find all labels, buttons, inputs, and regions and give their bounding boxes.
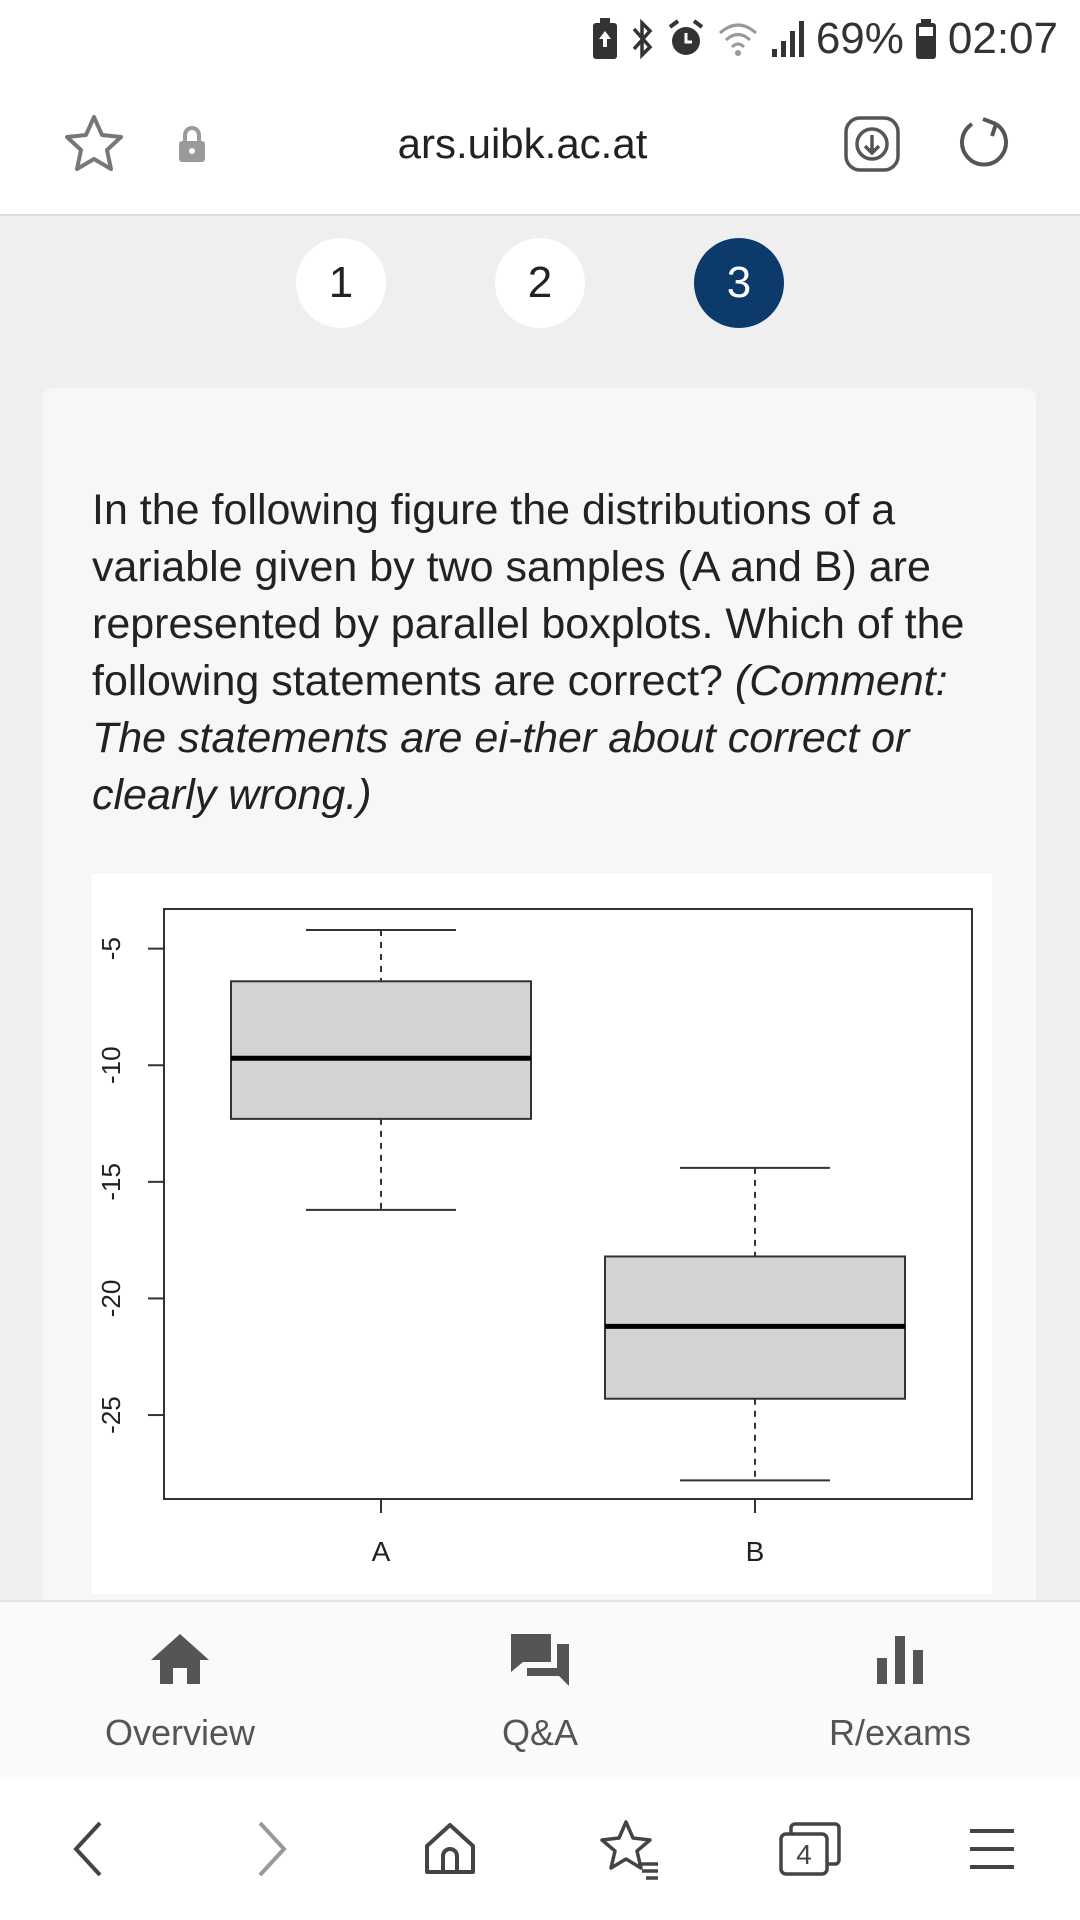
- y-tick-label: -15: [96, 1163, 126, 1201]
- step-2[interactable]: 2: [495, 238, 585, 328]
- bar-chart-icon: [875, 1632, 925, 1691]
- menu-icon[interactable]: [952, 1809, 1032, 1889]
- boxplot-figure: -5 -10 -15 -20 -25 A B: [92, 874, 992, 1594]
- step-1[interactable]: 1: [296, 238, 386, 328]
- bluetooth-icon: [630, 17, 656, 61]
- question-body: In the following figure the distribution…: [92, 486, 965, 705]
- forward-icon[interactable]: [232, 1809, 312, 1889]
- lock-icon[interactable]: [154, 106, 230, 182]
- battery-saver-icon: [590, 17, 620, 61]
- back-icon[interactable]: [48, 1809, 128, 1889]
- signal-icon: [770, 17, 806, 61]
- alarm-icon: [666, 17, 706, 61]
- url-text[interactable]: ars.uibk.ac.at: [397, 120, 648, 167]
- address-bar: ars.uibk.ac.at: [0, 78, 1080, 216]
- question-card: In the following figure the distribution…: [43, 388, 1036, 1668]
- y-tick-label: -20: [96, 1280, 126, 1318]
- step-label: 2: [527, 258, 553, 307]
- x-tick-label: B: [746, 1536, 765, 1567]
- bottom-nav: Overview Q&A R/exams: [0, 1600, 1080, 1781]
- home-icon: [149, 1632, 211, 1691]
- boxplot-chart: -5 -10 -15 -20 -25 A B: [96, 908, 973, 1567]
- y-tick-label: -10: [96, 1046, 126, 1084]
- tabs-icon[interactable]: 4: [770, 1809, 850, 1889]
- step-label: 1: [328, 258, 354, 307]
- step-label: 3: [726, 258, 752, 307]
- star-icon[interactable]: [56, 106, 132, 182]
- browser-toolbar: 4: [0, 1779, 1080, 1920]
- status-time: 02:07: [947, 14, 1058, 63]
- tab-count: 4: [796, 1839, 812, 1870]
- step-3[interactable]: 3: [694, 238, 784, 328]
- nav-overview[interactable]: Overview: [30, 1602, 330, 1779]
- status-bar: 69% 02:07: [0, 0, 1080, 78]
- battery-percent: 69%: [815, 14, 904, 63]
- wifi-icon: [716, 19, 760, 59]
- bookmarks-icon[interactable]: [590, 1809, 670, 1889]
- nav-rexams[interactable]: R/exams: [750, 1602, 1050, 1779]
- y-tick-label: -25: [96, 1396, 126, 1434]
- nav-qa[interactable]: Q&A: [390, 1602, 690, 1779]
- home-button-icon[interactable]: [410, 1809, 490, 1889]
- box-a: [230, 980, 532, 1120]
- status-icons: 69% 02:07: [590, 8, 1058, 70]
- nav-label: Overview: [104, 1712, 256, 1753]
- question-text: In the following figure the distribution…: [92, 482, 992, 824]
- y-tick-label: -5: [96, 937, 126, 960]
- x-tick-label: A: [372, 1536, 391, 1567]
- nav-label: R/exams: [828, 1712, 972, 1753]
- chat-icon: [509, 1632, 571, 1693]
- download-icon[interactable]: [834, 106, 910, 182]
- reload-icon[interactable]: [946, 106, 1022, 182]
- battery-icon: [914, 17, 938, 61]
- nav-label: Q&A: [501, 1712, 579, 1753]
- question-comment: (Comment: The statements are ei-ther abo…: [92, 657, 948, 819]
